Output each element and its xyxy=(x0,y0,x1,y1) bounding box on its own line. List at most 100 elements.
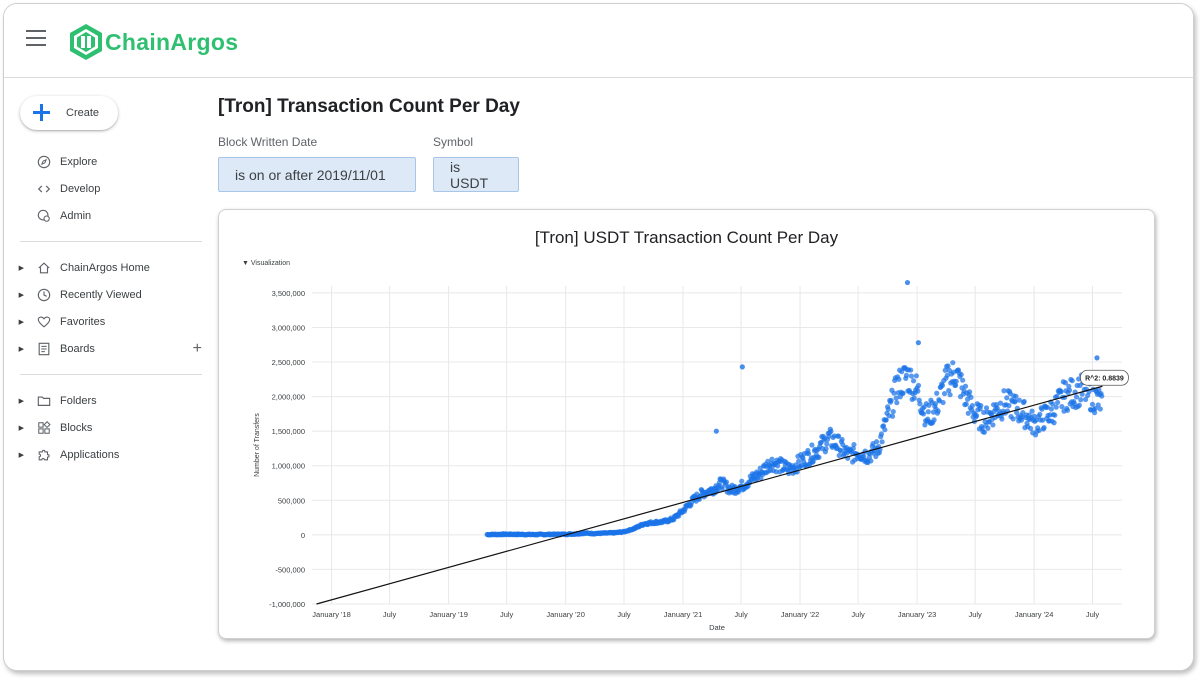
nav-secondary: ▶ ChainArgos Home ▶ Recently Viewed ▶ Fa… xyxy=(4,254,218,362)
expand-caret-icon[interactable]: ▶ xyxy=(18,397,24,405)
data-point xyxy=(1048,406,1054,412)
x-tick-label: July xyxy=(734,610,748,619)
data-point xyxy=(893,395,899,401)
filter-date-pill[interactable]: is on or after 2019/11/01 xyxy=(218,157,416,192)
data-point xyxy=(1066,387,1073,393)
top-bar: ChainArgos xyxy=(4,4,1193,78)
data-point xyxy=(908,367,914,373)
puzzle-icon xyxy=(36,447,52,463)
data-point xyxy=(1029,408,1035,414)
x-tick-label: January '24 xyxy=(1015,610,1054,619)
data-point xyxy=(1092,410,1098,416)
sidebar-item-applications[interactable]: ▶ Applications xyxy=(4,441,218,468)
sidebar-item-explore[interactable]: Explore xyxy=(4,148,218,175)
brand-name: ChainArgos xyxy=(105,28,239,55)
data-point xyxy=(932,401,938,407)
nav-tertiary: ▶ Folders ▶ Blocks ▶ Applications xyxy=(4,387,218,468)
data-point xyxy=(1037,411,1043,417)
create-button[interactable]: Create xyxy=(20,96,118,130)
expand-caret-icon[interactable]: ▶ xyxy=(18,451,24,459)
sidebar-item-admin[interactable]: Admin xyxy=(4,202,218,229)
data-point xyxy=(944,372,950,378)
sidebar-item-label: Develop xyxy=(60,182,101,195)
sidebar-item-label: Favorites xyxy=(60,315,106,328)
r-squared-label-box xyxy=(1080,369,1129,386)
data-point xyxy=(835,433,842,439)
outlier-point xyxy=(713,428,719,434)
data-point xyxy=(1073,394,1080,400)
sidebar-item-blocks[interactable]: ▶ Blocks xyxy=(4,414,218,441)
data-point xyxy=(908,373,915,379)
visualization-toggle[interactable]: ▼ Visualization xyxy=(242,260,291,267)
y-tick-label: 1,500,000 xyxy=(272,427,305,436)
data-point xyxy=(889,413,896,419)
data-point xyxy=(1055,399,1061,406)
outlier-point xyxy=(904,279,911,286)
data-point xyxy=(1062,380,1068,386)
sidebar-item-favorites[interactable]: ▶ Favorites xyxy=(4,308,218,335)
dashboard-main: [Tron] Transaction Count Per Day Block W… xyxy=(218,78,1193,670)
data-point xyxy=(828,428,834,434)
expand-caret-icon[interactable]: ▶ xyxy=(18,264,24,272)
sidebar-item-folders[interactable]: ▶ Folders xyxy=(4,387,218,414)
data-point xyxy=(1001,388,1007,394)
x-tick-label: January '18 xyxy=(312,610,351,619)
data-point xyxy=(775,463,781,469)
expand-caret-icon[interactable]: ▶ xyxy=(18,291,24,299)
data-point xyxy=(1051,420,1057,426)
scatter-points xyxy=(484,360,1105,538)
data-point xyxy=(1066,383,1072,389)
outlier-point xyxy=(739,364,745,370)
x-axis-title: Date xyxy=(709,623,725,632)
data-point xyxy=(917,401,923,407)
data-point xyxy=(1092,405,1098,412)
add-board-icon[interactable]: + xyxy=(192,339,202,357)
data-point xyxy=(1053,404,1059,410)
data-point xyxy=(878,431,885,437)
hamburger-menu-icon[interactable] xyxy=(26,30,46,46)
data-point xyxy=(1021,398,1027,405)
data-point xyxy=(1012,398,1018,404)
data-point xyxy=(1014,410,1020,416)
data-point xyxy=(910,378,917,384)
data-point xyxy=(990,422,996,428)
sidebar-item-recently-viewed[interactable]: ▶ Recently Viewed xyxy=(4,281,218,308)
data-point xyxy=(903,372,910,378)
expand-caret-icon[interactable]: ▶ xyxy=(18,318,24,326)
y-tick-label: 0 xyxy=(301,531,305,540)
data-point xyxy=(934,390,940,396)
data-point xyxy=(805,451,812,457)
sidebar-item-develop[interactable]: Develop xyxy=(4,175,218,202)
y-tick-label: -500,000 xyxy=(275,565,305,574)
filter-symbol-pill[interactable]: is USDT xyxy=(433,157,519,192)
y-tick-label: -1,000,000 xyxy=(269,600,305,609)
data-point xyxy=(997,400,1004,406)
data-point xyxy=(873,439,880,445)
sidebar-item-boards[interactable]: ▶ Boards + xyxy=(4,335,218,362)
x-tick-label: January '19 xyxy=(429,610,468,619)
data-point xyxy=(1079,391,1085,397)
data-point xyxy=(945,363,951,369)
data-point xyxy=(983,405,990,411)
data-point xyxy=(816,454,822,461)
y-tick-label: 500,000 xyxy=(278,496,305,505)
data-point xyxy=(1052,412,1058,418)
plus-icon xyxy=(24,96,58,130)
logo[interactable]: ChainArgos xyxy=(68,22,238,62)
create-label: Create xyxy=(66,107,100,119)
data-point xyxy=(960,377,966,383)
data-point xyxy=(879,439,885,445)
app-window: ChainArgos Create Explore Develop Admin xyxy=(3,3,1194,671)
sidebar: Create Explore Develop Admin ▶ xyxy=(4,78,218,670)
y-tick-label: 2,000,000 xyxy=(272,393,305,402)
sidebar-item-chainargos-home[interactable]: ▶ ChainArgos Home xyxy=(4,254,218,281)
home-icon xyxy=(36,260,52,276)
data-point xyxy=(911,395,917,401)
data-point xyxy=(1097,406,1103,412)
expand-caret-icon[interactable]: ▶ xyxy=(18,345,24,353)
data-point xyxy=(838,448,844,454)
expand-caret-icon[interactable]: ▶ xyxy=(18,424,24,432)
data-point xyxy=(880,423,887,429)
data-point xyxy=(1004,395,1010,401)
data-point xyxy=(851,441,857,448)
